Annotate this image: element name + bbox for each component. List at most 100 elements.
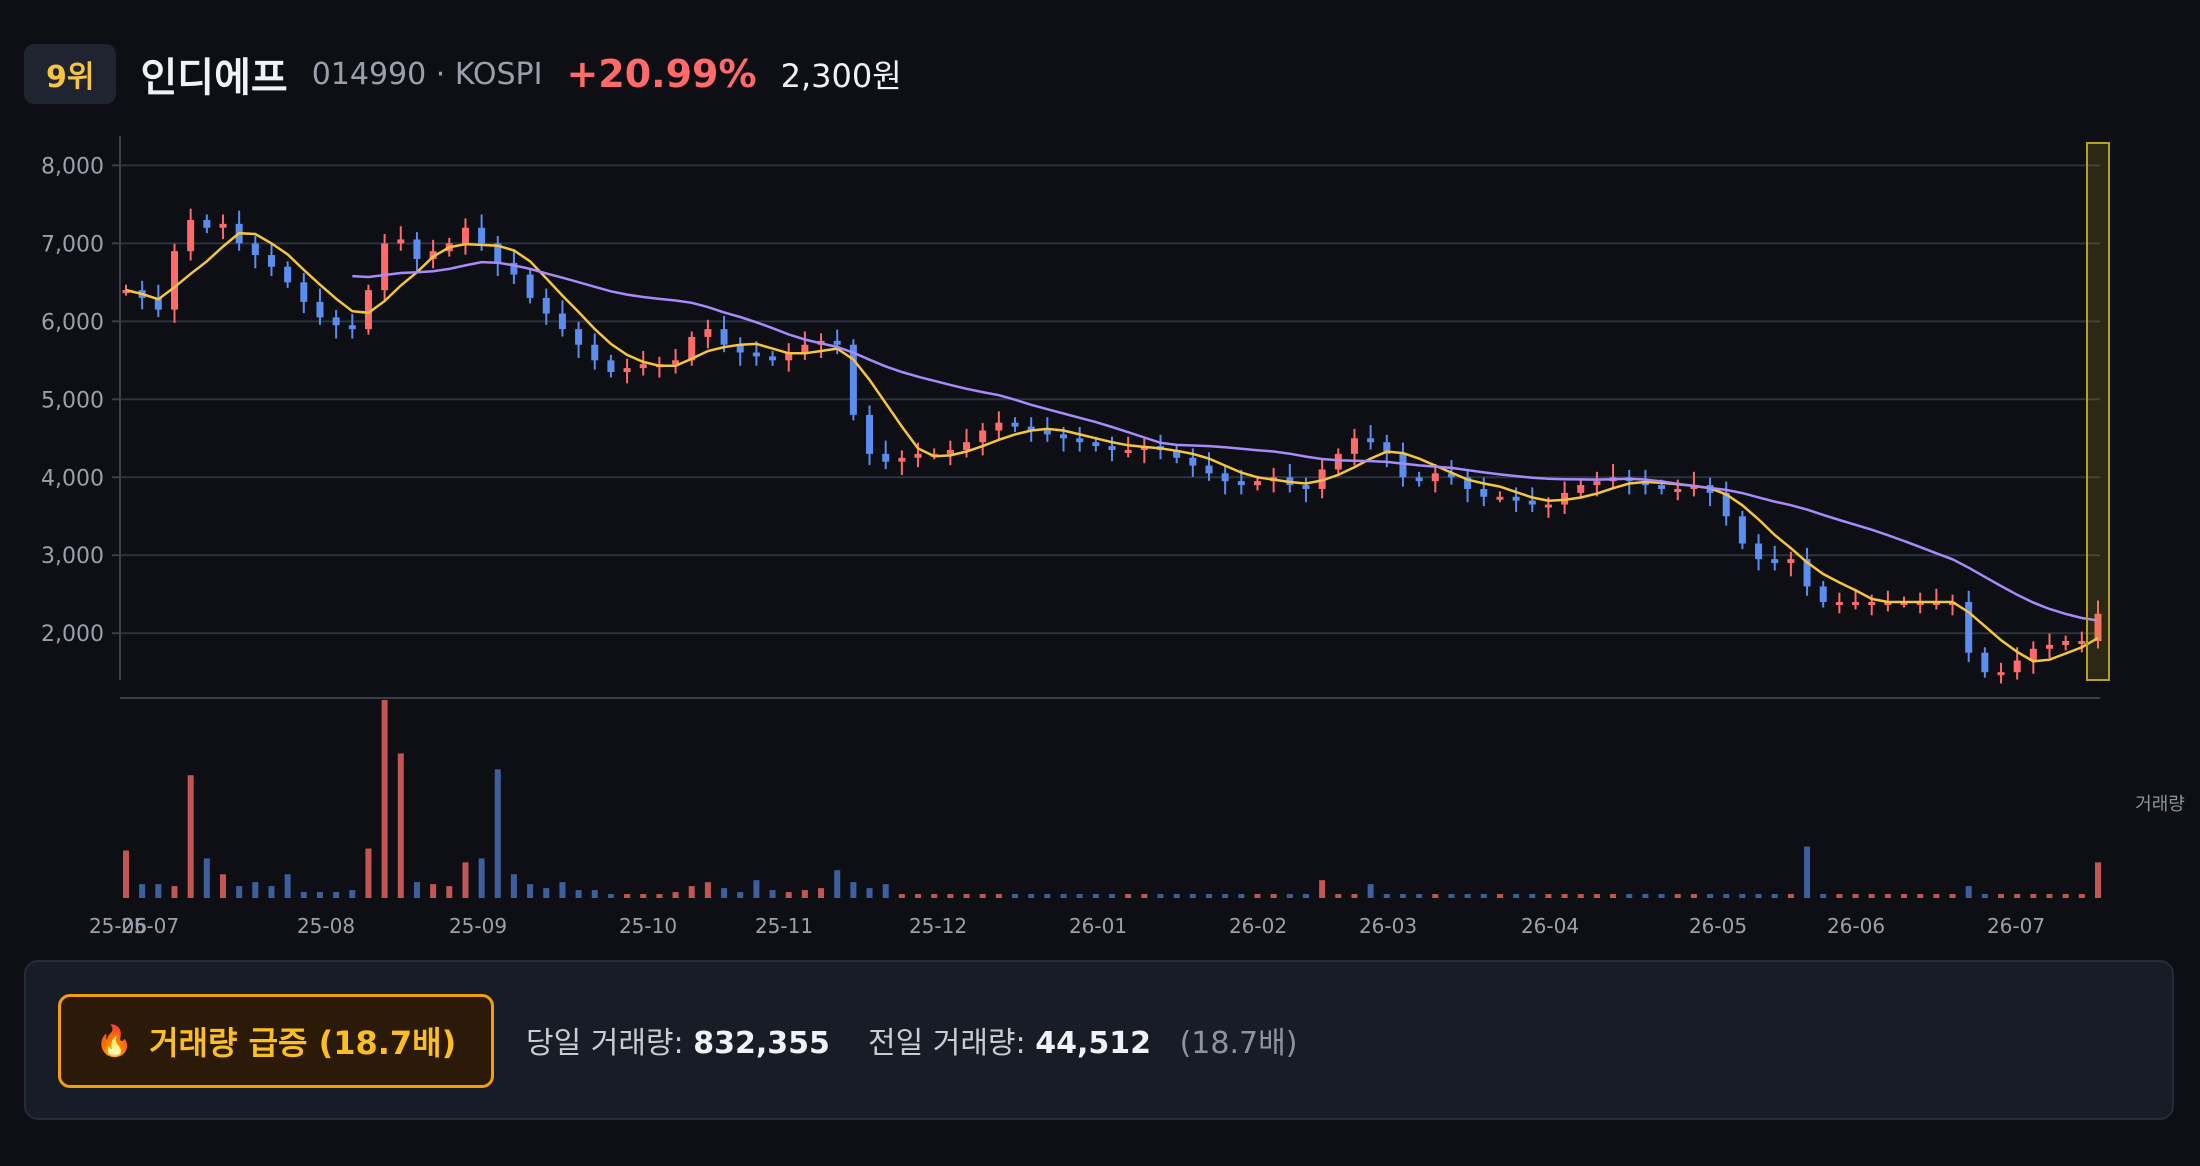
candle-body xyxy=(898,457,906,462)
candle-body xyxy=(1577,485,1585,493)
candle-body xyxy=(769,356,777,361)
today-volume-value: 832,355 xyxy=(693,1026,830,1061)
volume-bar xyxy=(333,892,340,898)
candle-body xyxy=(381,243,389,291)
candle-body xyxy=(914,453,922,458)
volume-bar xyxy=(2014,894,2021,898)
candle-body xyxy=(542,297,550,314)
volume-bar xyxy=(2095,862,2101,898)
volume-bar xyxy=(1141,894,1148,898)
volume-bar xyxy=(947,894,954,898)
candle-body xyxy=(1043,430,1051,435)
volume-bar xyxy=(1577,894,1584,898)
volume-bar xyxy=(1787,894,1794,898)
x-tick-label: 26-06 xyxy=(1827,914,1885,938)
candle-body xyxy=(1173,449,1181,458)
volume-bar xyxy=(1820,894,1827,898)
candle-body xyxy=(1189,457,1197,466)
volume-axis-label: 거래량 xyxy=(2135,794,2185,815)
candle-body xyxy=(154,297,162,310)
volume-bar xyxy=(510,874,517,898)
candle-body xyxy=(1302,485,1310,489)
x-tick-label: 25-06 xyxy=(89,914,147,938)
candle-body xyxy=(1334,453,1342,470)
candle-body xyxy=(1852,602,1860,606)
candle-body xyxy=(1868,602,1876,606)
volume-bar xyxy=(737,892,744,898)
stock-code: 014990 · KOSPI xyxy=(311,56,543,92)
volume-bar xyxy=(801,890,808,898)
candle-body xyxy=(1512,496,1520,501)
volume-bar xyxy=(527,884,534,898)
candle-body xyxy=(558,313,566,330)
candle-body xyxy=(1221,473,1229,482)
volume-bar xyxy=(607,894,614,898)
volume-bar xyxy=(850,882,857,898)
candle-body xyxy=(882,453,890,462)
volume-bar xyxy=(1109,894,1115,898)
volume-bar xyxy=(1755,894,1762,898)
candle-body xyxy=(1076,438,1084,443)
candle-body xyxy=(1464,477,1472,489)
volume-bar xyxy=(139,884,146,898)
volume-bar xyxy=(462,862,469,898)
volume-bar xyxy=(365,848,372,898)
volume-bar xyxy=(1092,894,1099,898)
volume-bar xyxy=(478,858,485,898)
y-tick-label: 2,000 xyxy=(41,622,104,647)
prev-volume-label: 전일 거래량: xyxy=(868,1026,1026,1061)
volume-bar xyxy=(300,892,307,898)
volume-bar xyxy=(866,888,873,898)
candle-body xyxy=(963,442,971,450)
stock-header: 9위 인디에프 014990 · KOSPI +20.99% 2,300원 xyxy=(24,44,902,104)
volume-bar xyxy=(430,884,437,898)
price-change: +20.99% xyxy=(566,52,757,96)
candle-body xyxy=(1949,602,1957,606)
volume-bar xyxy=(1416,894,1423,898)
volume-bar xyxy=(1173,894,1180,898)
candle-body xyxy=(752,352,760,357)
volume-bar xyxy=(931,894,938,898)
volume-surge-badge[interactable]: 🔥 거래량 급증 (18.7배) xyxy=(58,994,494,1088)
volume-bar xyxy=(268,886,275,898)
volume-bar xyxy=(1771,894,1778,898)
prev-volume-value: 44,512 xyxy=(1035,1026,1151,1061)
x-tick-label: 26-03 xyxy=(1359,914,1417,938)
volume-bar xyxy=(995,894,1002,898)
candle-body xyxy=(1787,559,1795,564)
candle-body xyxy=(170,251,178,310)
candle-body xyxy=(1544,504,1552,508)
volume-bar xyxy=(1933,894,1940,898)
candle-body xyxy=(623,368,631,373)
volume-bar xyxy=(1626,894,1633,898)
stock-name: 인디에프 xyxy=(140,55,288,101)
y-tick-label: 3,000 xyxy=(41,544,104,569)
volume-bar xyxy=(688,886,695,898)
volume-bar xyxy=(882,884,889,898)
volume-bar xyxy=(721,888,728,898)
candle-body xyxy=(284,266,292,283)
volume-bar xyxy=(1561,894,1568,898)
candle-body xyxy=(1900,602,1908,606)
volume-bar xyxy=(672,892,679,898)
volume-bar xyxy=(1707,894,1714,898)
candle-body xyxy=(704,329,712,337)
volume-bar xyxy=(203,858,210,898)
volume-bar xyxy=(349,890,356,898)
volume-bar xyxy=(1383,894,1390,898)
candle-body xyxy=(267,255,275,267)
volume-bar xyxy=(446,886,453,898)
volume-bar xyxy=(624,894,631,898)
volume-bars: 거래량 xyxy=(123,700,2185,898)
candle-body xyxy=(1496,496,1504,500)
candle-body xyxy=(1253,481,1261,486)
volume-bar xyxy=(1125,894,1132,898)
y-axis: 8,000 7,000 6,000 5,000 4,000 3,000 2,000 xyxy=(41,136,121,680)
volume-bar xyxy=(1610,894,1617,898)
volume-bar xyxy=(252,882,259,898)
volume-bar xyxy=(1302,894,1309,898)
volume-bar xyxy=(123,850,129,898)
volume-bar xyxy=(2062,894,2069,898)
